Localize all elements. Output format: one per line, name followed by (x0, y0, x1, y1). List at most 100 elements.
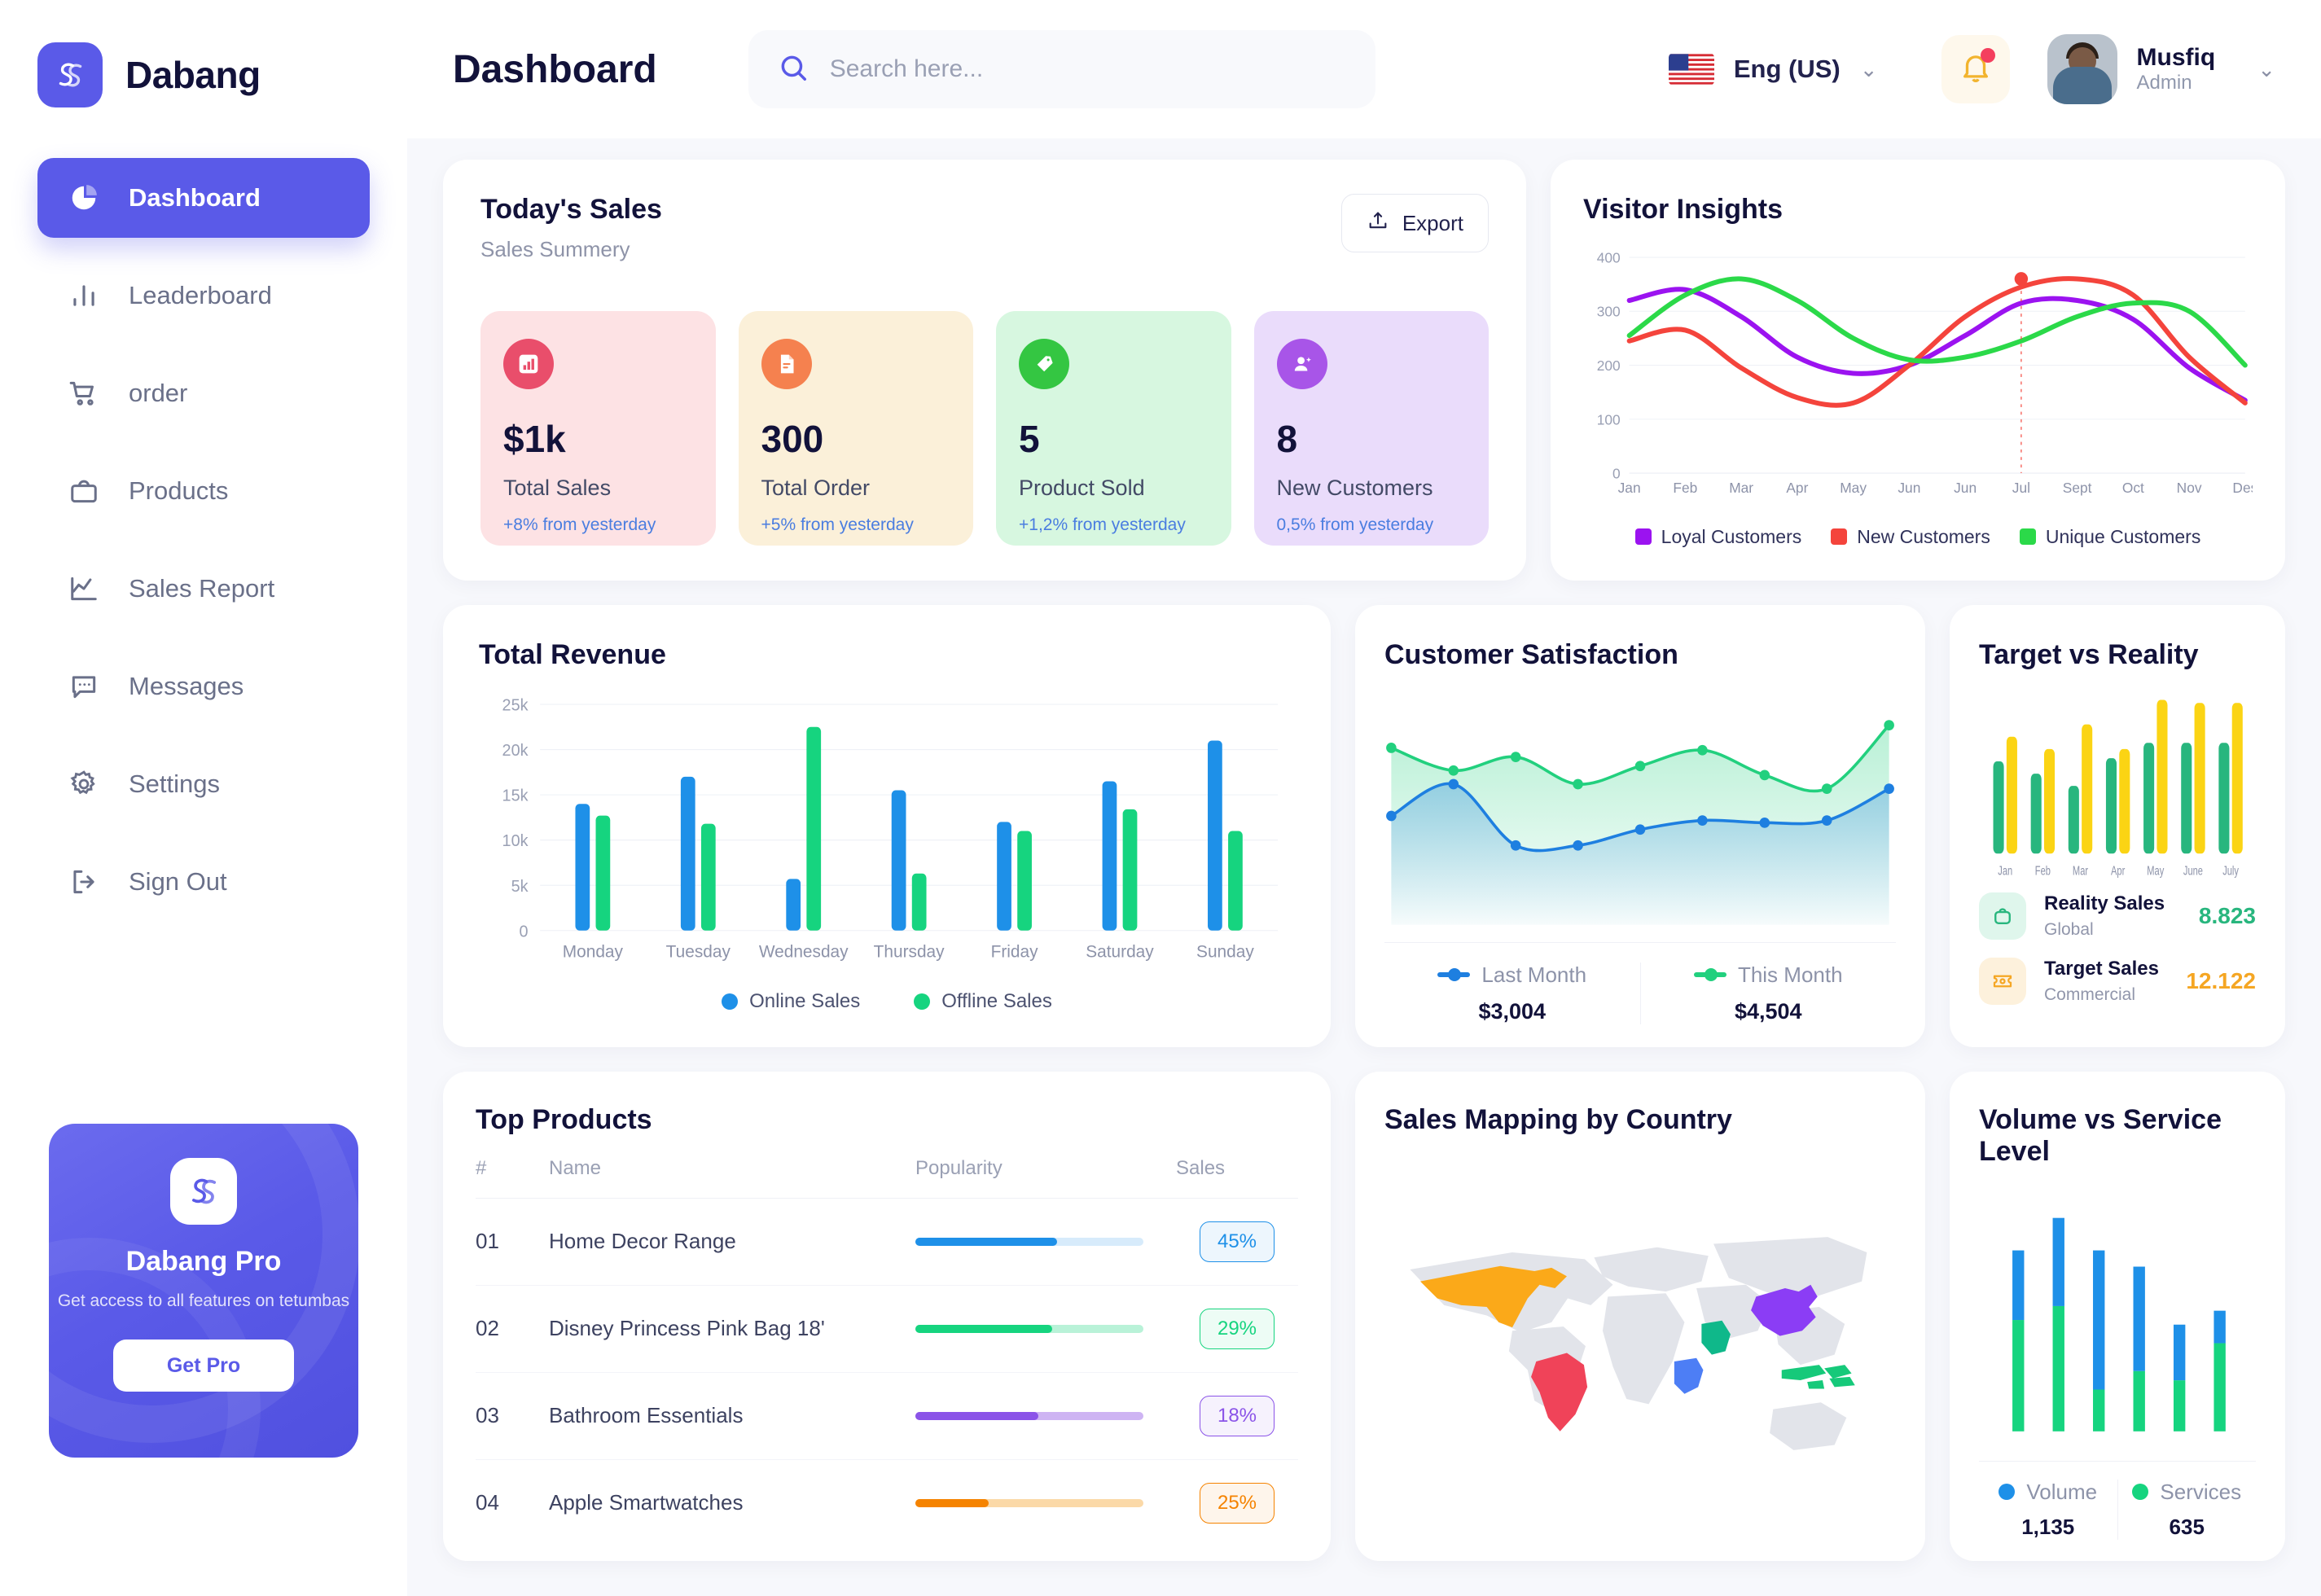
sidebar-item-dashboard[interactable]: Dashboard (37, 158, 370, 238)
country-united-states (1419, 1265, 1567, 1328)
sidebar-item-sales-report[interactable]: Sales Report (37, 549, 370, 629)
sidebar-item-label: Leaderboard (129, 281, 272, 309)
svg-text:300: 300 (1597, 304, 1621, 320)
sidebar-item-label: Products (129, 476, 229, 505)
user-menu[interactable]: Musfiq Admin ⌄ (2047, 34, 2275, 104)
chart-legend: Last Month $3,004 This Month $4,504 (1384, 941, 1896, 1024)
document-icon (761, 339, 812, 389)
total-revenue-chart: 0 5k 10k 15k 20k 25k Monday Tuesday Wednesday Thu… (479, 694, 1295, 985)
column-header: Sales (1176, 1156, 1298, 1199)
product-name: Apple Smartwatches (549, 1490, 744, 1515)
country-brazil (1531, 1353, 1588, 1432)
stat-tile-product-sold[interactable]: 5 Product Sold +1,2% from yesterday (996, 311, 1231, 546)
export-icon (1367, 209, 1389, 238)
chart-legend: Loyal Customers New Customers Unique Cus… (1583, 526, 2253, 556)
sidebar-item-messages[interactable]: Messages (37, 647, 370, 726)
sidebar-item-leaderboard[interactable]: Leaderboard (37, 256, 370, 335)
stat-value: $1k (503, 418, 566, 460)
pie-chart-icon (67, 181, 101, 215)
svg-text:Jun: Jun (1898, 480, 1920, 496)
svg-text:0: 0 (520, 923, 529, 940)
brand[interactable]: Dabang (0, 0, 407, 107)
svg-text:Jul: Jul (2012, 480, 2030, 496)
stat-delta: +5% from yesterday (761, 515, 914, 534)
table-row[interactable]: 04 Apple Smartwatches 25% (476, 1459, 1298, 1546)
top-products-table: # Name Popularity Sales 01 Home Decor Ran… (476, 1156, 1298, 1546)
dabang-logo-icon (170, 1158, 237, 1225)
sidebar-item-products[interactable]: Products (37, 451, 370, 531)
stat-label: Total Sales (503, 476, 612, 500)
svg-text:200: 200 (1597, 357, 1621, 374)
user-role: Admin (2136, 72, 2192, 94)
svg-text:June: June (2183, 864, 2203, 878)
world-map[interactable] (1384, 1142, 1896, 1545)
row-number: 04 (476, 1490, 499, 1515)
svg-text:Nov: Nov (2177, 480, 2202, 496)
user-name: Musfiq (2136, 43, 2216, 71)
cart-icon (67, 376, 101, 410)
brand-name: Dabang (125, 54, 261, 96)
todays-sales-card: Today's Sales Sales Summery Export (443, 160, 1526, 581)
stat-delta: +8% from yesterday (503, 515, 656, 534)
bag-icon (67, 474, 101, 508)
notification-button[interactable] (1941, 35, 2010, 103)
svg-text:Jan: Jan (1618, 480, 1641, 496)
stat-tiles: $1k Total Sales +8% from yesterday 300 T… (480, 311, 1489, 546)
sidebar-item-order[interactable]: order (37, 353, 370, 433)
stat-tile-new-customers[interactable]: 8 New Customers 0,5% from yesterday (1253, 311, 1489, 546)
svg-text:Feb: Feb (1673, 480, 1697, 496)
legend-item: Volume 1,135 (1979, 1480, 2117, 1540)
target-vs-reality-chart: Jan Feb Mar Apr May June July (1979, 692, 2256, 884)
search-input[interactable] (829, 55, 1346, 83)
main-area: Dashboard Eng (US) ⌄ (407, 0, 2321, 1596)
popularity-bar (915, 1372, 1176, 1460)
search-box[interactable] (748, 30, 1375, 108)
line-marker-icon (1693, 968, 1726, 982)
sidebar-item-sign-out[interactable]: Sign Out (37, 842, 370, 922)
chevron-down-icon: ⌄ (2257, 56, 2275, 81)
svg-text:25k: 25k (502, 696, 529, 714)
country-indonesia (1781, 1365, 1855, 1389)
top-products-card: Top Products # Name Popularity Sales 01 H… (443, 1071, 1331, 1561)
svg-text:400: 400 (1597, 249, 1621, 265)
row-number: 02 (476, 1285, 549, 1373)
legend-item: Offline Sales (914, 990, 1052, 1013)
chevron-down-icon: ⌄ (1859, 56, 1878, 81)
total-revenue-card: Total Revenue 0 5k 10k 15k 20k 25k Monday Tuesd… (443, 604, 1331, 1047)
row-3: Top Products # Name Popularity Sales 01 H… (443, 1071, 2285, 1561)
stat-label: Total Order (761, 476, 871, 500)
card-title: Top Products (476, 1103, 652, 1135)
svg-text:5k: 5k (511, 877, 529, 895)
legend-item: Target Sales Commercial 12.122 (1979, 957, 2256, 1005)
export-button[interactable]: Export (1340, 194, 1489, 252)
table-row[interactable]: 02 Disney Princess Pink Bag 18' 29% (476, 1285, 1298, 1373)
get-pro-button[interactable]: Get Pro (113, 1340, 294, 1392)
legend-item: Services 635 (2117, 1479, 2257, 1540)
language-selector[interactable]: Eng (US) ⌄ (1668, 53, 1878, 86)
card-title: Customer Satisfaction (1384, 638, 1678, 670)
svg-text:Apr: Apr (1786, 480, 1808, 496)
svg-text:Wednesday: Wednesday (759, 941, 849, 961)
svg-text:Jun: Jun (1954, 480, 1977, 496)
svg-text:15k: 15k (502, 787, 529, 805)
chart-legend: Online Sales Offline Sales (479, 985, 1295, 1023)
stat-tile-total-order[interactable]: 300 Total Order +5% from yesterday (738, 311, 973, 546)
chart-square-icon (503, 339, 554, 389)
table-row[interactable]: 03 Bathroom Essentials 18% (476, 1372, 1298, 1460)
svg-text:Des: Des (2232, 480, 2253, 496)
card-title: Volume vs Service Level (1979, 1103, 2222, 1167)
stat-tile-total-sales[interactable]: $1k Total Sales +8% from yesterday (480, 311, 716, 546)
add-user-icon (1276, 339, 1327, 389)
country-saudi-arabia (1701, 1320, 1731, 1355)
table-row[interactable]: 01 Home Decor Range 45% (476, 1198, 1298, 1286)
stat-label: Product Sold (1019, 476, 1145, 500)
line-chart-icon (67, 572, 101, 606)
topbar: Dashboard Eng (US) ⌄ (407, 0, 2321, 138)
avatar (2047, 34, 2117, 104)
promo-card: Dabang Pro Get access to all features on… (49, 1124, 358, 1458)
stat-delta: +1,2% from yesterday (1019, 515, 1186, 534)
promo-subtitle: Get access to all features on tetumbas (57, 1291, 350, 1310)
chat-icon (67, 669, 101, 704)
sidebar-item-settings[interactable]: Settings (37, 744, 370, 824)
row-number: 03 (476, 1372, 549, 1460)
